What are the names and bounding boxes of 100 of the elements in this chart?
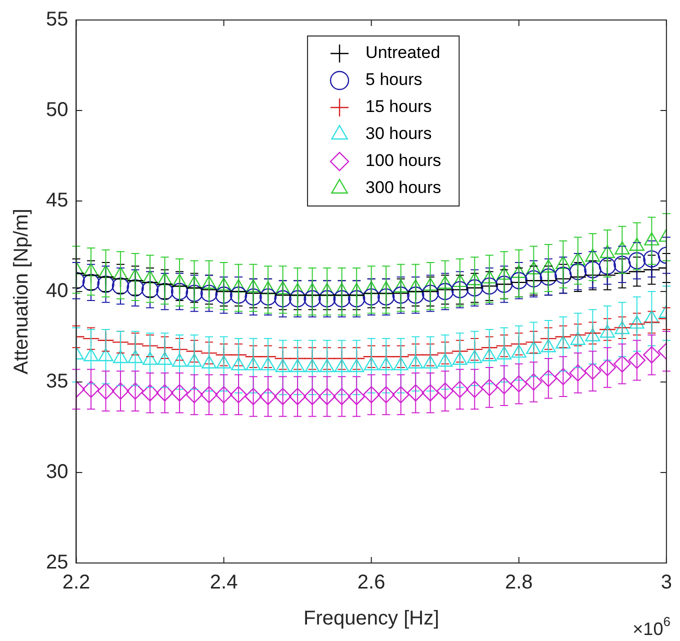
point bbox=[82, 274, 100, 292]
point bbox=[377, 386, 395, 404]
point bbox=[259, 388, 277, 406]
point bbox=[126, 272, 144, 290]
point bbox=[540, 268, 557, 286]
point bbox=[554, 270, 572, 288]
point bbox=[200, 386, 218, 404]
point bbox=[304, 350, 321, 368]
point bbox=[156, 339, 174, 356]
point bbox=[362, 288, 380, 306]
point bbox=[97, 382, 114, 400]
point bbox=[318, 290, 336, 308]
point bbox=[643, 250, 660, 268]
point bbox=[333, 286, 350, 304]
x-tick-label: 3 bbox=[660, 572, 672, 594]
point bbox=[274, 290, 292, 308]
point bbox=[598, 258, 616, 275]
point bbox=[584, 324, 602, 342]
x-tick-label: 2.4 bbox=[210, 572, 238, 594]
point bbox=[643, 314, 660, 331]
point bbox=[244, 288, 262, 306]
point bbox=[215, 346, 232, 364]
legend-label: 5 hours bbox=[366, 70, 422, 90]
x-tick-label: 2.6 bbox=[357, 572, 386, 594]
legend-label: Untreated bbox=[366, 43, 440, 62]
point bbox=[97, 268, 114, 286]
point bbox=[569, 364, 587, 382]
point bbox=[554, 266, 572, 284]
point bbox=[436, 382, 454, 400]
point bbox=[112, 277, 130, 295]
point bbox=[628, 352, 646, 369]
y-tick-label: 25 bbox=[46, 552, 68, 574]
y-tick-label: 50 bbox=[46, 99, 68, 122]
point bbox=[186, 284, 203, 302]
point bbox=[170, 384, 188, 402]
point bbox=[554, 328, 572, 346]
point bbox=[126, 279, 144, 296]
point bbox=[215, 286, 232, 304]
point bbox=[259, 288, 277, 306]
point bbox=[230, 286, 248, 304]
point bbox=[348, 388, 366, 406]
point bbox=[97, 332, 114, 349]
point bbox=[480, 378, 498, 396]
point bbox=[170, 282, 188, 300]
point bbox=[288, 290, 306, 308]
legend-label: 30 hours bbox=[366, 124, 432, 144]
point bbox=[540, 370, 557, 387]
point bbox=[362, 386, 380, 404]
point bbox=[156, 282, 174, 300]
y-tick-label: 45 bbox=[46, 190, 68, 212]
legend-label: 300 hours bbox=[366, 178, 442, 198]
point bbox=[614, 256, 631, 273]
point bbox=[304, 290, 321, 308]
point bbox=[643, 346, 660, 364]
x-axis-title: Frequency [Hz] bbox=[304, 608, 440, 630]
point bbox=[598, 358, 616, 376]
point bbox=[141, 384, 159, 402]
point bbox=[318, 388, 336, 406]
point bbox=[126, 335, 144, 353]
point bbox=[186, 342, 203, 360]
point bbox=[274, 286, 292, 304]
legend-label: 100 hours bbox=[366, 151, 442, 170]
point bbox=[288, 388, 306, 406]
point bbox=[97, 276, 114, 293]
point bbox=[200, 284, 218, 302]
point bbox=[628, 252, 646, 270]
point bbox=[230, 386, 248, 404]
point bbox=[362, 348, 380, 366]
point bbox=[451, 380, 468, 398]
point bbox=[274, 350, 292, 368]
point bbox=[554, 368, 572, 386]
point bbox=[510, 375, 528, 392]
point bbox=[614, 355, 631, 372]
point bbox=[525, 373, 542, 391]
y-tick-label: 35 bbox=[46, 370, 68, 393]
point bbox=[569, 262, 587, 280]
point bbox=[362, 284, 380, 302]
point bbox=[304, 388, 321, 406]
x-tick-label: 2.8 bbox=[504, 572, 533, 594]
point bbox=[348, 290, 366, 308]
point bbox=[186, 386, 203, 404]
point bbox=[244, 284, 262, 302]
point bbox=[392, 386, 410, 404]
point bbox=[584, 266, 602, 284]
point bbox=[407, 384, 424, 402]
point bbox=[274, 388, 292, 406]
point bbox=[112, 382, 130, 400]
y-tick-label: 55 bbox=[46, 8, 68, 31]
point bbox=[156, 276, 174, 293]
point bbox=[377, 288, 395, 306]
point bbox=[333, 290, 350, 308]
point bbox=[333, 350, 350, 368]
point bbox=[141, 281, 159, 298]
point bbox=[156, 384, 174, 402]
legend-label: 15 hours bbox=[366, 97, 432, 116]
point bbox=[215, 386, 232, 404]
point bbox=[244, 388, 262, 406]
x-tick-label: 2.2 bbox=[62, 572, 90, 594]
point bbox=[614, 264, 631, 282]
point bbox=[215, 282, 232, 300]
